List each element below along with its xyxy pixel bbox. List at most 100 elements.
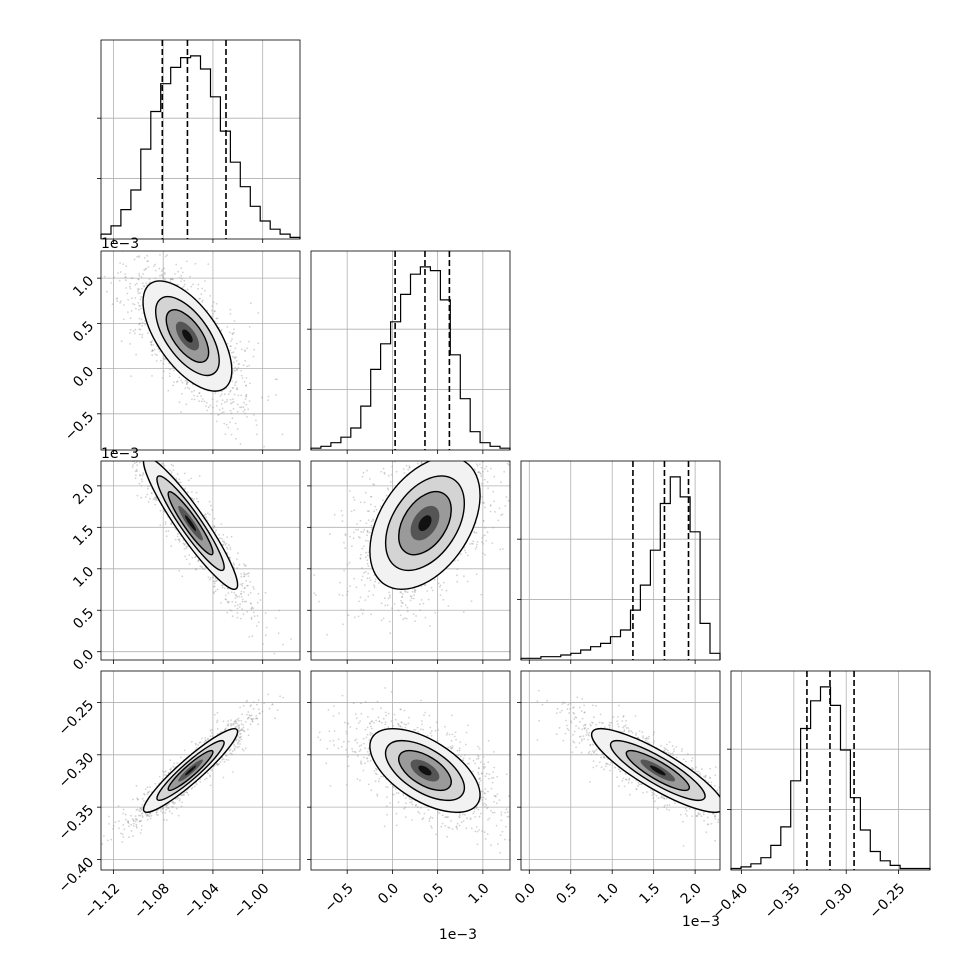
scatter-point (374, 580, 376, 583)
scatter-point (108, 815, 110, 818)
scatter-point (206, 738, 209, 741)
scatter-point (134, 332, 136, 335)
scatter-point (226, 398, 229, 401)
scatter-point (230, 609, 233, 612)
scatter-point (455, 451, 457, 453)
scatter-point (240, 394, 243, 397)
scatter-point (382, 499, 384, 501)
scatter-point (360, 579, 363, 581)
scatter-point (163, 358, 166, 361)
scatter-point (241, 600, 244, 603)
scatter-point (160, 810, 162, 812)
scatter-point (244, 564, 246, 567)
scatter-point (179, 481, 182, 484)
scatter-point (173, 762, 176, 765)
scatter-point (135, 823, 138, 826)
scatter-point (137, 302, 140, 304)
scatter-point (250, 602, 253, 605)
scatter-point (181, 381, 184, 384)
scatter-point (439, 594, 442, 596)
scatter-point (170, 278, 173, 280)
scatter-point (124, 276, 127, 278)
scatter-point (247, 575, 250, 577)
scatter-point (201, 299, 204, 302)
scatter-point (113, 276, 116, 279)
scatter-point (132, 825, 135, 827)
scatter-point (227, 544, 230, 547)
scatter-point (474, 469, 476, 471)
panel-1-0 (103, 251, 284, 448)
scatter-point (243, 575, 245, 578)
scatter-point (267, 395, 270, 398)
scatter-point (130, 830, 133, 832)
scatter-point (230, 433, 233, 436)
scatter-point (233, 356, 236, 359)
scatter-point (256, 717, 259, 720)
scatter-point (143, 445, 145, 447)
scatter-point (243, 401, 245, 404)
scatter-point (169, 280, 172, 283)
scatter-point (125, 279, 127, 282)
scatter-point (160, 359, 162, 362)
scatter-point (166, 451, 168, 453)
scatter-point (359, 501, 362, 504)
scatter-point (144, 788, 147, 791)
scatter-point (119, 302, 121, 304)
scatter-point (278, 609, 281, 612)
scatter-point (452, 441, 454, 443)
scatter-point (353, 531, 355, 534)
scatter-point (149, 446, 151, 448)
scatter-point (157, 348, 160, 350)
scatter-point (241, 598, 244, 601)
scatter-point (400, 453, 402, 455)
scatter-point (355, 586, 358, 589)
scatter-point (154, 498, 157, 501)
scatter-point (187, 479, 190, 482)
scatter-point (204, 280, 206, 282)
scatter-point (388, 591, 390, 594)
scatter-point (503, 470, 506, 473)
scatter-point (159, 274, 161, 277)
scatter-point (428, 444, 430, 446)
scatter-point (474, 453, 476, 455)
scatter-point (231, 380, 234, 383)
scatter-point (171, 278, 174, 281)
scatter-point (313, 574, 316, 576)
scatter-point (406, 591, 409, 594)
scatter-point (194, 556, 196, 559)
scatter-point (209, 577, 212, 579)
scatter-point (506, 419, 508, 421)
scatter-point (151, 441, 153, 443)
density-contour (182, 329, 193, 343)
scatter-point (118, 438, 120, 440)
scatter-point (445, 589, 448, 592)
scatter-point (290, 638, 292, 640)
scatter-point (242, 406, 245, 409)
scatter-point (146, 260, 149, 263)
panel-3-0 (101, 693, 285, 845)
scatter-point (417, 459, 419, 461)
scatter-point (400, 601, 403, 604)
scatter-point (348, 490, 351, 492)
scatter-point (235, 368, 238, 370)
scatter-point (419, 433, 421, 435)
scatter-point (245, 393, 248, 396)
scatter-point (326, 633, 328, 636)
scatter-point (145, 455, 147, 457)
scatter-point (174, 538, 177, 541)
scatter-point (364, 556, 367, 559)
scatter-point (239, 706, 242, 709)
scatter-point (130, 277, 133, 280)
scatter-point (267, 399, 270, 402)
scatter-point (207, 576, 210, 579)
scatter-point (209, 729, 212, 732)
scatter-point (198, 559, 200, 562)
scatter-point (236, 428, 239, 430)
scatter-point (150, 448, 152, 450)
scatter-point (240, 575, 243, 578)
scatter-point (140, 276, 143, 278)
scatter-point (222, 533, 225, 536)
scatter-point (453, 446, 455, 448)
scatter-point (237, 394, 240, 397)
scatter-point (352, 537, 355, 540)
